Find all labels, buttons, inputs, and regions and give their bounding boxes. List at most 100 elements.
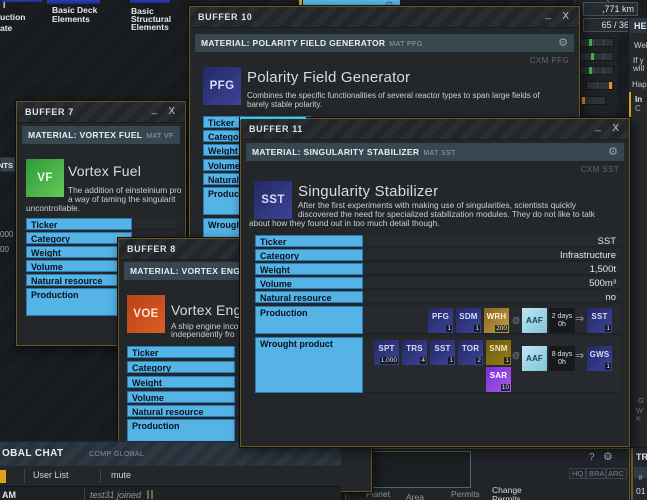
material-name: Polarity Field Generator	[247, 69, 410, 86]
row-label-weight[interactable]: Weight	[127, 376, 235, 388]
row-label-volume[interactable]: Volume	[26, 260, 132, 272]
material-ticker: VOE	[133, 308, 159, 320]
row-label-ticker[interactable]: Ticker	[26, 218, 132, 230]
row-label-wrought-product[interactable]: Wrought product	[255, 337, 363, 393]
material-icon-gws-output[interactable]: GWS1	[587, 346, 612, 371]
value-ticker: SST	[371, 236, 616, 247]
chat-channel-label: AM	[2, 490, 16, 500]
material-icon-sst-output[interactable]: SST1	[587, 308, 612, 333]
row-label-production[interactable]: Production	[26, 288, 132, 316]
row-label-ticker[interactable]: Ticker	[127, 346, 235, 358]
mi-ticker: SDM	[456, 312, 481, 321]
tile-label-fragment[interactable]: uction	[0, 13, 26, 22]
gauge-bar	[586, 81, 614, 90]
buffer11-command-bar: MATERIAL: SINGULARITY STABILIZERMAT SST …	[246, 143, 624, 161]
minimize-button[interactable]: _	[595, 121, 601, 132]
mi-ticker: SST	[587, 312, 612, 321]
building-icon-aaf2[interactable]: AAF	[522, 346, 547, 371]
row-label-natural-resource[interactable]: Natural resource	[255, 291, 363, 303]
wrought-duration: 8 days 0h	[549, 346, 575, 371]
material-icon-sar-input[interactable]: SAR10	[486, 367, 511, 392]
mi-count: 10	[501, 384, 510, 392]
row-label-production[interactable]: Production	[255, 306, 363, 334]
material-icon-sst[interactable]: SST	[254, 181, 292, 219]
material-icon-trs-input[interactable]: TRS4	[402, 340, 427, 365]
change-permits-button-line2[interactable]: Permits	[492, 494, 521, 500]
material-icon-snm-input[interactable]: SNM1	[486, 340, 511, 365]
mi-count: 1	[448, 357, 454, 365]
material-icon-vf[interactable]: VF	[26, 159, 64, 197]
exchange-link[interactable]: CXM SST	[581, 165, 619, 174]
row-label-natural-resource[interactable]: Natural resource	[26, 274, 132, 286]
help-icon[interactable]: ?	[589, 452, 595, 463]
material-icon-pfg[interactable]: PFG	[203, 67, 241, 105]
duration-line2: 0h	[558, 359, 566, 366]
row-label-weight[interactable]: Weight	[26, 246, 132, 258]
apex-console: l uction ate Basic Deck Elements Basic S…	[0, 0, 647, 500]
tile-basic-structural-elements-line3[interactable]: Elements	[131, 23, 169, 32]
gear-icon[interactable]: ⚙	[608, 145, 618, 159]
ticker-chip-fragment[interactable]: NTS	[0, 157, 15, 172]
at-symbol: @	[512, 316, 520, 325]
tab-hq[interactable]: HQ	[569, 468, 586, 479]
row-label-category[interactable]: Category	[26, 232, 132, 244]
help-link-fragment2[interactable]: C	[635, 104, 641, 113]
mi-ticker: SNM	[486, 344, 511, 353]
hash-column-header: #	[634, 467, 647, 478]
buffer11-titlebar[interactable]: BUFFER 11 _ X	[241, 119, 629, 140]
buffer10-titlebar[interactable]: BUFFER 10 _ X	[190, 7, 579, 28]
material-icon-tor-input[interactable]: TOR2	[458, 340, 483, 365]
close-button[interactable]: X	[168, 106, 175, 117]
mi-count: 1,000	[380, 357, 398, 365]
material-name: Singularity Stabilizer	[298, 183, 438, 200]
minimize-button[interactable]: _	[151, 104, 157, 115]
material-bar-suffix: MAT PFG	[389, 41, 422, 48]
material-bar-title: MATERIAL: SINGULARITY STABILIZERMAT SST	[252, 147, 456, 157]
chat-subtitle: COMP GLOBAL	[89, 451, 144, 458]
row-label-volume[interactable]: Volume	[127, 391, 235, 403]
material-tile-icon	[2, 0, 42, 2]
gear-icon[interactable]: ⚙	[603, 450, 613, 463]
tile-label-fragment[interactable]: ate	[0, 24, 12, 33]
row-label-category[interactable]: Category	[255, 249, 363, 261]
row-label-ticker[interactable]: Ticker	[255, 235, 363, 247]
arrow-icon: ⇒	[575, 349, 584, 362]
help-panel: HE Wel If y will Hap In C G W K	[628, 18, 647, 447]
exchange-link[interactable]: CXM PFG	[530, 56, 569, 65]
buffer7-titlebar[interactable]: BUFFER 7 _ X	[17, 102, 185, 123]
close-button[interactable]: X	[612, 123, 619, 134]
gear-icon[interactable]: ⚙	[558, 36, 568, 50]
material-icon-sdm-input[interactable]: SDM1	[456, 308, 481, 333]
row-label-natural-resource[interactable]: Natural resource	[127, 405, 235, 417]
tab-arc[interactable]: ARC	[605, 468, 627, 479]
material-ticker: PFG	[210, 80, 235, 92]
mi-ticker: TOR	[458, 344, 483, 353]
side-panel-row[interactable]: 01	[636, 486, 645, 496]
mi-ticker: SPT	[374, 344, 399, 353]
material-icon-pfg-input[interactable]: PFG1	[428, 308, 453, 333]
scroll-handle2[interactable]	[151, 490, 153, 499]
material-icon-wrh-input[interactable]: WRH200	[484, 308, 509, 333]
tile-basic-deck-elements-line2[interactable]: Elements	[52, 15, 90, 24]
help-panel-header[interactable]: HE	[629, 18, 647, 33]
arrow-icon: ⇒	[575, 312, 584, 325]
side-mini-panel: TR # 01	[631, 448, 647, 500]
tile-label-fragment[interactable]: l	[3, 1, 5, 10]
minimize-button[interactable]: _	[545, 9, 551, 20]
material-description-line3: about how they found out in too much det…	[249, 219, 623, 229]
material-icon-voe[interactable]: VOE	[127, 295, 165, 333]
row-label-weight[interactable]: Weight	[255, 263, 363, 275]
mute-button[interactable]: mute	[111, 470, 131, 480]
help-link-fragment[interactable]: In	[635, 95, 642, 104]
row-label-volume[interactable]: Volume	[255, 277, 363, 289]
material-icon-spt-input[interactable]: SPT 1,000	[374, 340, 399, 365]
chat-channel-chip[interactable]	[0, 470, 6, 483]
material-description-line3: uncontrollable.	[26, 204, 183, 214]
material-ticker: SST	[261, 194, 285, 206]
building-icon-aaf[interactable]: AAF	[522, 308, 547, 333]
scroll-handle[interactable]	[147, 490, 149, 499]
close-button[interactable]: X	[562, 11, 569, 22]
user-list-button[interactable]: User List	[33, 470, 69, 480]
material-icon-sst-input[interactable]: SST1	[430, 340, 455, 365]
row-label-category[interactable]: Category	[127, 361, 235, 373]
